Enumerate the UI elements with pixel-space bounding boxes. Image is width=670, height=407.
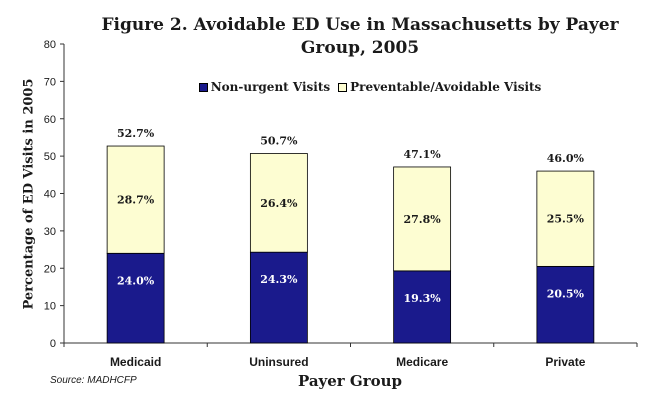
y-tick-label: 30	[44, 226, 56, 238]
data-label-preventable: 26.4%	[260, 197, 298, 210]
x-category-label: Medicare	[396, 355, 448, 369]
y-tick-label: 40	[44, 189, 56, 201]
data-label-preventable: 25.5%	[547, 213, 585, 226]
x-category-label: Medicaid	[110, 355, 161, 369]
data-label-total: 46.0%	[547, 152, 585, 165]
y-tick-label: 50	[44, 151, 56, 163]
y-tick-label: 80	[44, 39, 56, 51]
bar-preventable-medicare	[393, 166, 452, 272]
bar-preventable-uninsured	[249, 153, 308, 253]
x-axis-label: Payer Group	[297, 372, 403, 390]
bar-non-urgent-private	[536, 265, 595, 344]
y-tick-label: 0	[50, 338, 56, 350]
bar-preventable-private	[536, 170, 595, 267]
x-category-label: Uninsured	[249, 355, 308, 369]
data-label-non-urgent: 24.0%	[117, 274, 155, 287]
legend-item-preventable: Preventable/Avoidable Visits	[338, 80, 541, 94]
chart-title-line-1: Figure 2. Avoidable ED Use in Massachuse…	[101, 15, 619, 35]
legend-label-non-urgent: Non-urgent Visits	[210, 80, 331, 94]
source-note: Source: MADHCFP	[50, 375, 137, 386]
y-tick-label: 60	[44, 114, 56, 126]
data-label-preventable: 28.7%	[117, 194, 155, 207]
bar-non-urgent-medicare	[393, 270, 452, 344]
y-tick-label: 20	[44, 263, 56, 275]
data-label-non-urgent: 24.3%	[260, 273, 298, 286]
y-tick-label: 10	[44, 301, 56, 313]
bar-preventable-medicaid	[106, 145, 165, 254]
data-label-preventable: 27.8%	[404, 213, 442, 226]
data-label-non-urgent: 19.3%	[404, 292, 442, 305]
data-label-non-urgent: 20.5%	[547, 287, 585, 300]
legend-swatch-preventable	[338, 82, 348, 92]
y-tick-label: 70	[44, 76, 56, 88]
legend-swatch-non-urgent	[198, 82, 208, 92]
legend-label-preventable: Preventable/Avoidable Visits	[350, 80, 542, 94]
data-label-total: 50.7%	[260, 135, 298, 148]
data-label-total: 47.1%	[404, 148, 442, 161]
chart-title-line-2: Group, 2005	[300, 38, 420, 58]
legend: Non-urgent Visits Preventable/Avoidable …	[180, 80, 560, 94]
bar-non-urgent-uninsured	[249, 251, 308, 344]
bar-non-urgent-medicaid	[106, 252, 165, 344]
chart-title: Figure 2. Avoidable ED Use in Massachuse…	[60, 14, 660, 60]
x-category-label: Private	[545, 355, 585, 369]
legend-item-non-urgent: Non-urgent Visits	[198, 80, 331, 94]
data-label-total: 52.7%	[117, 127, 155, 140]
